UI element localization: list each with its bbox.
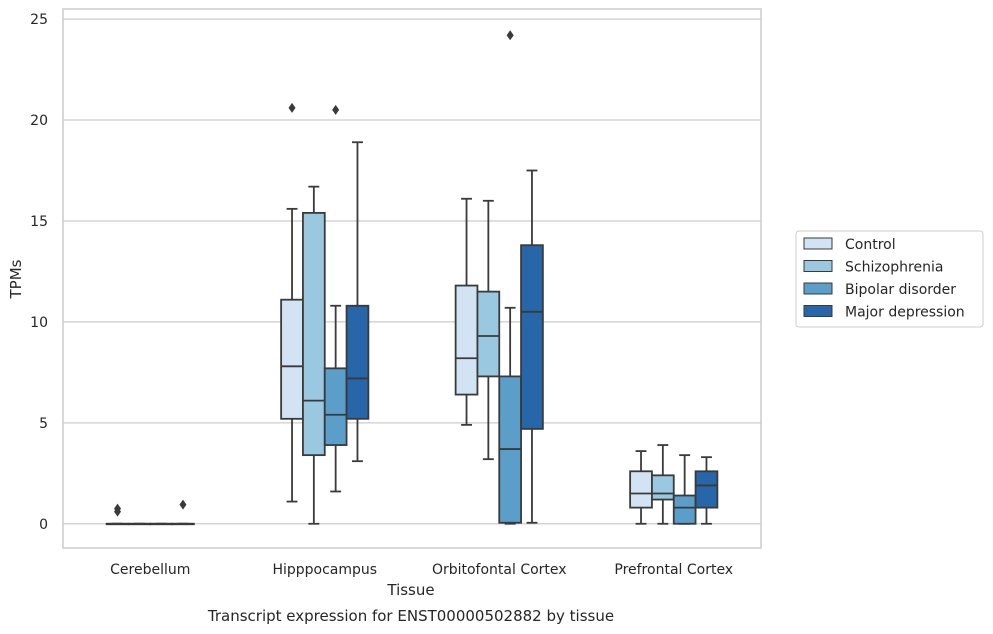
y-tick-label: 5 — [39, 416, 48, 432]
box — [629, 470, 653, 509]
box-group — [520, 169, 544, 524]
box-group — [302, 185, 326, 525]
outlier-point — [179, 499, 187, 510]
outlier-point — [506, 30, 514, 41]
box-group — [345, 141, 370, 463]
y-tick-label: 25 — [30, 12, 48, 28]
plot-frame — [62, 8, 762, 549]
legend-label: Major depression — [845, 305, 965, 321]
box — [672, 494, 697, 525]
box-group — [171, 499, 195, 526]
box — [280, 298, 304, 420]
box — [323, 367, 348, 446]
legend: Control Schizophrenia Bipolar disorder Majo… — [795, 230, 984, 328]
x-tick-label: Cerebellum — [110, 562, 190, 578]
legend-label: Schizophrenia — [845, 260, 943, 276]
gridlines — [63, 18, 761, 525]
box-group — [498, 30, 522, 525]
box-group — [323, 104, 348, 493]
x-axis-label: Tissue — [386, 581, 434, 599]
box — [651, 474, 675, 501]
box — [476, 290, 501, 378]
y-tick-label: 15 — [30, 214, 48, 230]
box-group — [454, 197, 479, 426]
legend-swatch — [803, 260, 833, 272]
x-tick-labels: Cerebellum Hipppocampus Orbitofontal Corte… — [110, 562, 733, 578]
box-group — [127, 522, 152, 526]
legend-swatch — [803, 282, 833, 295]
x-tick-label: Hipppocampus — [272, 562, 377, 578]
box-group — [694, 456, 719, 525]
chart-title: Transcript expression for ENST0000050288… — [207, 607, 614, 625]
legend-label: Control — [845, 237, 896, 253]
boxplot-marks — [105, 30, 719, 526]
y-tick-label: 0 — [39, 517, 48, 533]
box — [694, 470, 719, 509]
y-tick-label: 20 — [30, 113, 48, 129]
y-axis-label: TPMs — [7, 259, 25, 299]
y-tick-label: 10 — [30, 315, 48, 331]
box-group — [672, 454, 697, 525]
box-group — [149, 522, 173, 526]
legend-label: Bipolar disorder — [845, 282, 956, 298]
box — [520, 244, 544, 430]
box-group — [476, 199, 501, 461]
x-tick-label: Prefrontal Cortex — [614, 562, 733, 578]
box — [345, 304, 370, 420]
box — [302, 211, 326, 457]
box-group — [105, 503, 130, 526]
box-group — [629, 450, 653, 525]
legend-frame — [795, 230, 984, 328]
x-tick-label: Orbitofontal Cortex — [432, 562, 567, 578]
legend-swatch — [803, 237, 833, 250]
outlier-point — [332, 104, 340, 115]
outlier-point — [288, 102, 296, 113]
box-group — [651, 444, 675, 525]
y-tick-labels: 0 5 10 15 20 25 — [30, 12, 48, 533]
box — [454, 284, 479, 396]
box-group — [280, 102, 304, 503]
legend-swatch — [803, 305, 833, 317]
outlier-point — [114, 503, 122, 514]
